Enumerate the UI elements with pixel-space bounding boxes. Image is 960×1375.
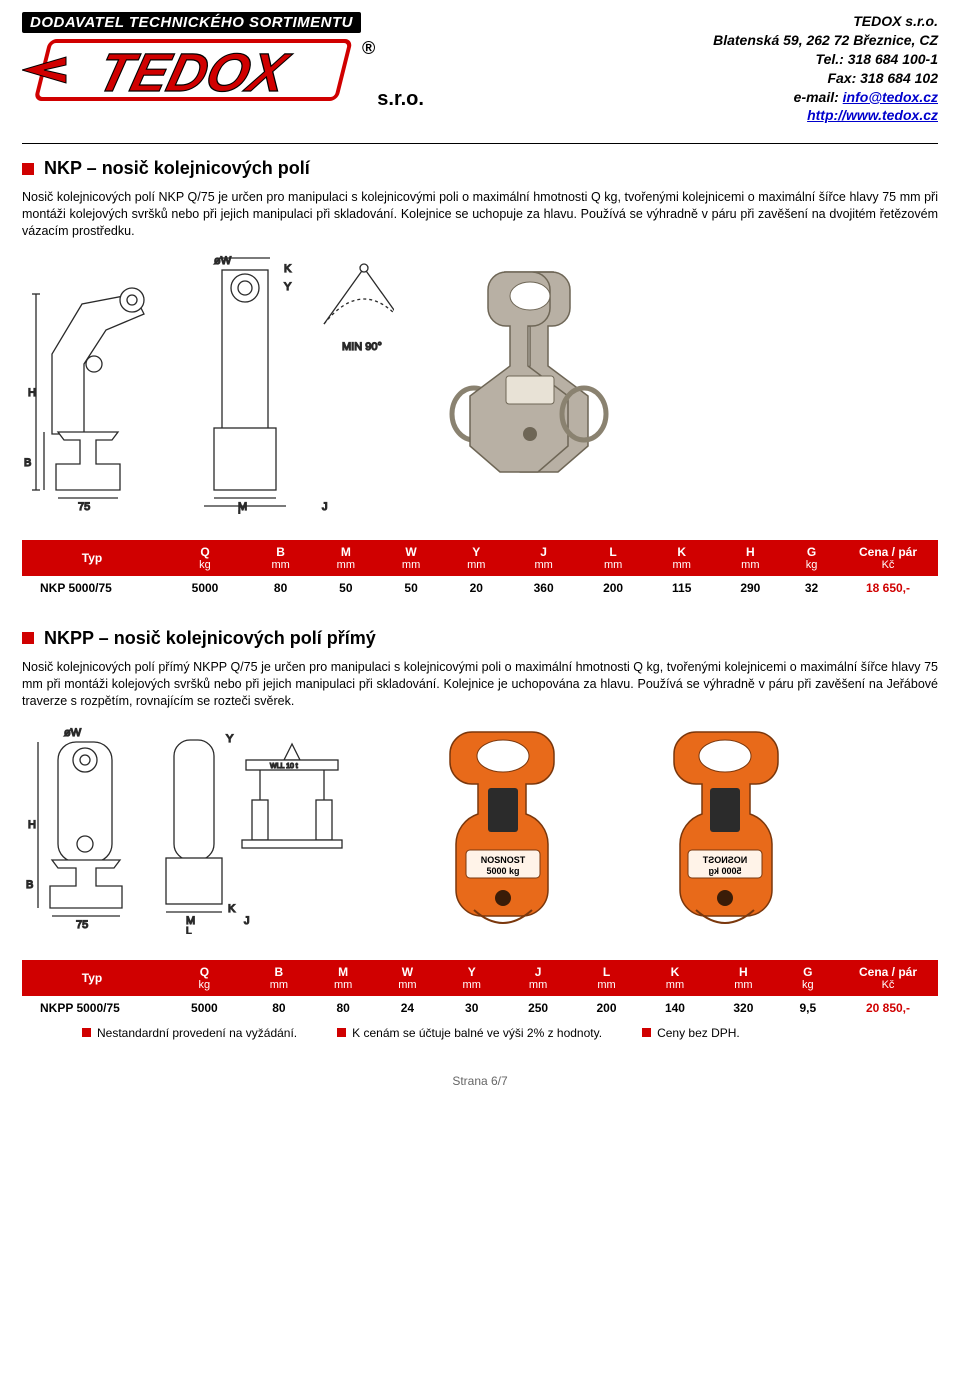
section2-figures: H B øW 75 Y M K L J WLL 10 t — [24, 724, 938, 934]
bullet-icon — [82, 1028, 91, 1037]
contact-address: Blatenská 59, 262 72 Březnice, CZ — [713, 31, 938, 50]
svg-text:Y: Y — [284, 281, 292, 293]
bullet-icon — [22, 632, 34, 644]
svg-text:Y: Y — [226, 733, 234, 745]
svg-text:K: K — [228, 903, 236, 915]
registered-mark: ® — [362, 38, 375, 59]
contact-tel: Tel.: 318 684 100-1 — [713, 50, 938, 69]
table-header-row: Typ Qkg Bmm Mmm Wmm Ymm Jmm Lmm Kmm Hmm … — [22, 960, 938, 996]
section1-title: NKP – nosič kolejnicových polí — [44, 158, 310, 179]
tedox-logo: TEDOX — [22, 35, 362, 113]
table-row: NKPP 5000/75 50008080 2430250 200140320 … — [22, 996, 938, 1020]
bullet-icon — [337, 1028, 346, 1037]
svg-text:øW: øW — [64, 727, 82, 739]
section1-figures: H B 75 øW K Y M L J — [24, 254, 938, 514]
footer-note-2: K cenám se účtuje balné ve výši 2% z hod… — [337, 1026, 602, 1040]
table-header-row: Typ Qkg Bmm Mmm Wmm Ymm Jmm Lmm Kmm Hmm … — [22, 540, 938, 576]
footer-notes: Nestandardní provedení na vyžádání. K ce… — [82, 1026, 938, 1040]
table-nkpp: Typ Qkg Bmm Mmm Wmm Ymm Jmm Lmm Kmm Hmm … — [22, 960, 938, 1020]
table-nkp: Typ Qkg Bmm Mmm Wmm Ymm Jmm Lmm Kmm Hmm … — [22, 540, 938, 600]
svg-text:B: B — [24, 457, 31, 469]
svg-text:L: L — [238, 510, 244, 514]
svg-text:J: J — [322, 501, 328, 513]
page-header: DODAVATEL TECHNICKÉHO SORTIMENTU TEDOX ®… — [22, 12, 938, 125]
footer-note-3: Ceny bez DPH. — [642, 1026, 740, 1040]
svg-text:WLL 10 t: WLL 10 t — [270, 763, 298, 770]
section1-title-row: NKP – nosič kolejnicových polí — [22, 158, 938, 179]
contact-fax: Fax: 318 684 102 — [713, 69, 938, 88]
sro-text: s.r.o. — [377, 88, 424, 111]
section2-title-row: NKPP – nosič kolejnicových polí přímý — [22, 628, 938, 649]
svg-text:B: B — [26, 879, 33, 891]
nkp-diagram: H B 75 øW K Y M L J — [24, 254, 394, 514]
bullet-icon — [22, 163, 34, 175]
svg-text:L: L — [186, 926, 192, 934]
nkpp-photo: NOSNOST 5000 kg — [384, 724, 854, 934]
svg-text:H: H — [28, 387, 36, 399]
header-divider — [22, 143, 938, 144]
section2-text: Nosič kolejnicových polí přímý NKPP Q/75… — [22, 659, 938, 710]
contact-email-label: e-mail: — [794, 89, 843, 105]
contact-company: TEDOX s.r.o. — [713, 12, 938, 31]
tagline: DODAVATEL TECHNICKÉHO SORTIMENTU — [22, 12, 361, 33]
contact-block: TEDOX s.r.o. Blatenská 59, 262 72 Březni… — [713, 12, 938, 125]
bullet-icon — [642, 1028, 651, 1037]
nkp-photo — [424, 254, 844, 514]
nkpp-diagram: H B øW 75 Y M K L J WLL 10 t — [24, 724, 354, 934]
svg-text:75: 75 — [76, 919, 88, 931]
footer-note-1: Nestandardní provedení na vyžádání. — [82, 1026, 297, 1040]
section1-text: Nosič kolejnicových polí NKP Q/75 je urč… — [22, 189, 938, 240]
contact-email-link[interactable]: info@tedox.cz — [843, 89, 938, 105]
contact-email-row: e-mail: info@tedox.cz — [713, 88, 938, 107]
contact-web-link[interactable]: http://www.tedox.cz — [807, 107, 938, 123]
svg-text:K: K — [284, 263, 292, 275]
page-number: Strana 6/7 — [22, 1074, 938, 1088]
svg-text:J: J — [244, 915, 250, 927]
svg-text:75: 75 — [78, 501, 90, 513]
svg-text:H: H — [28, 819, 36, 831]
section2-title: NKPP – nosič kolejnicových polí přímý — [44, 628, 376, 649]
svg-text:øW: øW — [214, 255, 232, 267]
table-row: NKP 5000/75 50008050 5020360 200115290 3… — [22, 576, 938, 600]
svg-text:TEDOX: TEDOX — [92, 42, 297, 103]
logo-area: DODAVATEL TECHNICKÉHO SORTIMENTU TEDOX ®… — [22, 12, 462, 113]
svg-text:MIN 90°: MIN 90° — [342, 341, 382, 353]
